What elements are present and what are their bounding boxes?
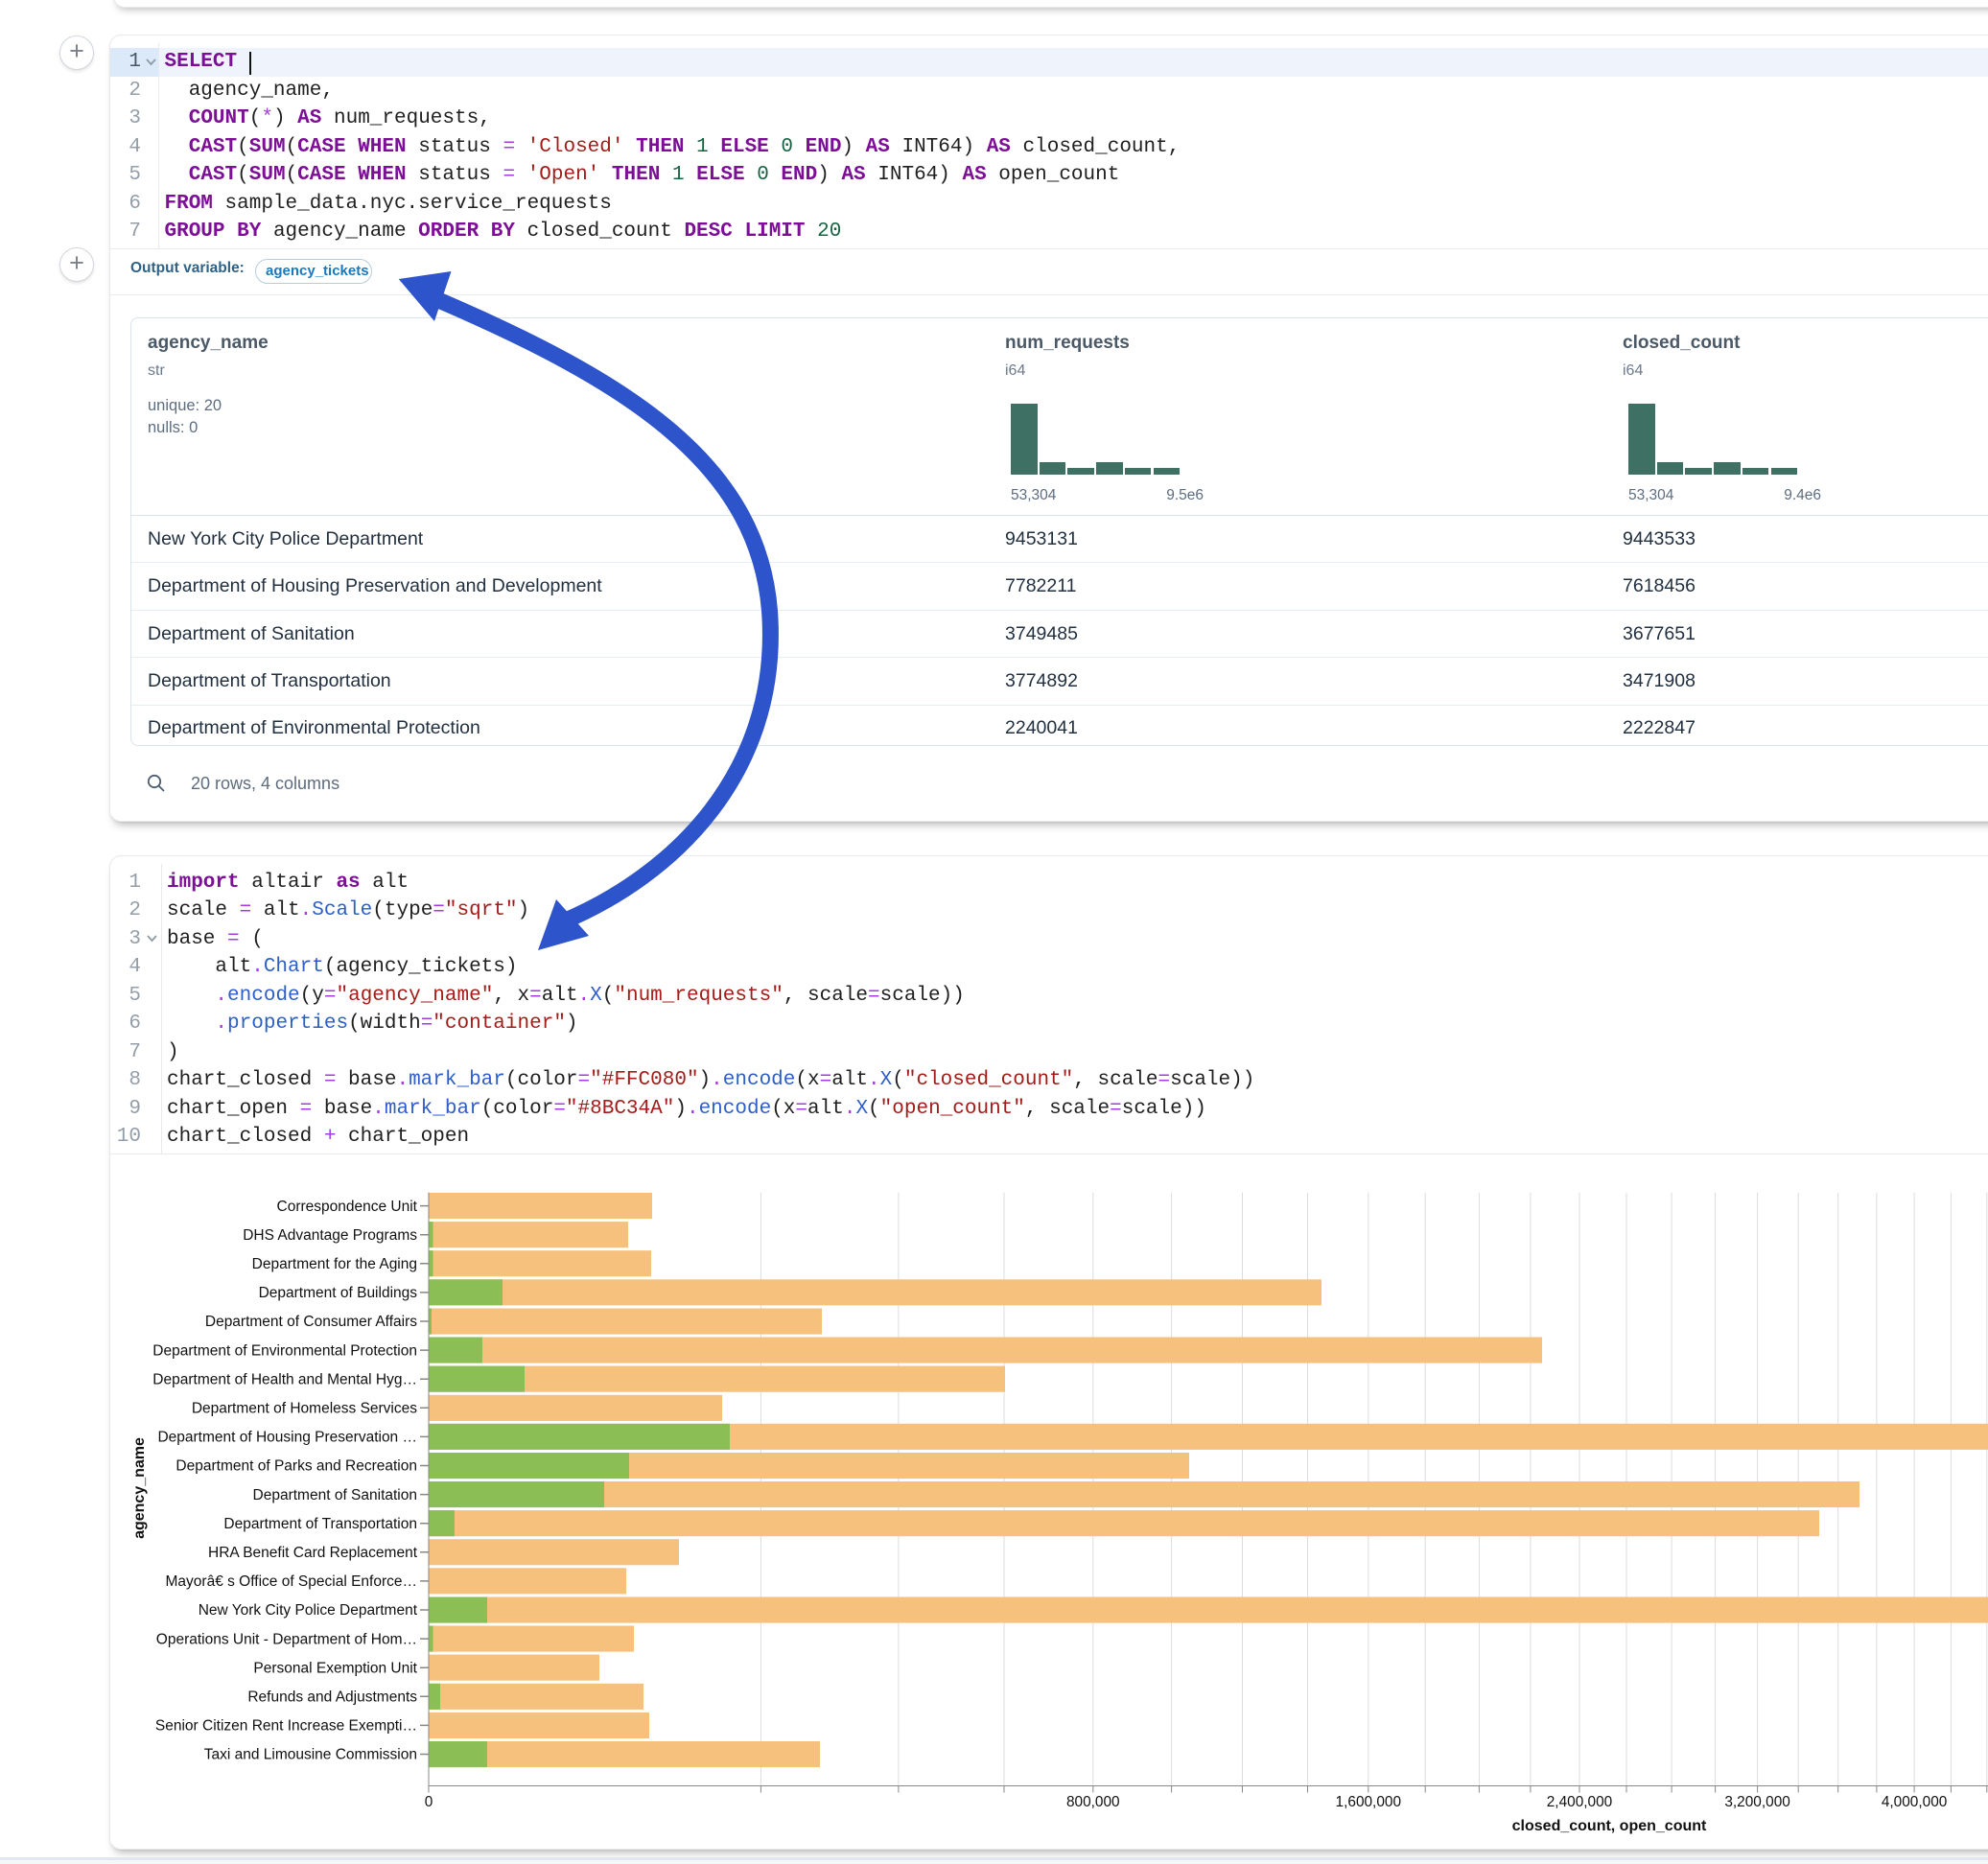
- svg-text:Department of Environmental Pr: Department of Environmental Protection: [152, 1342, 417, 1359]
- svg-text:Department of Housing Preserva: Department of Housing Preservation …: [157, 1430, 417, 1446]
- svg-text:Operations Unit - Department o: Operations Unit - Department of Hom…: [156, 1631, 417, 1647]
- svg-text:closed_count, open_count: closed_count, open_count: [1512, 1818, 1707, 1834]
- svg-text:Department of Consumer Affairs: Department of Consumer Affairs: [205, 1314, 417, 1330]
- svg-text:Personal Exemption Unit: Personal Exemption Unit: [253, 1660, 417, 1676]
- svg-text:Department of Health and Menta: Department of Health and Mental Hyg…: [152, 1371, 417, 1387]
- svg-text:Refunds and Adjustments: Refunds and Adjustments: [247, 1689, 417, 1706]
- svg-text:3,200,000: 3,200,000: [1724, 1794, 1789, 1810]
- svg-text:New York City Police Departmen: New York City Police Department: [199, 1602, 418, 1619]
- svg-text:1,600,000: 1,600,000: [1336, 1794, 1401, 1810]
- svg-text:0: 0: [425, 1794, 433, 1810]
- svg-text:800,000: 800,000: [1066, 1794, 1120, 1810]
- svg-text:HRA Benefit Card Replacement: HRA Benefit Card Replacement: [208, 1545, 418, 1561]
- svg-text:DHS Advantage Programs: DHS Advantage Programs: [243, 1227, 417, 1244]
- svg-text:2,400,000: 2,400,000: [1547, 1794, 1612, 1810]
- svg-text:agency_name: agency_name: [131, 1437, 148, 1539]
- svg-text:Taxi and Limousine Commission: Taxi and Limousine Commission: [204, 1747, 417, 1763]
- svg-text:Department for the Aging: Department for the Aging: [252, 1256, 417, 1272]
- svg-text:Department of Homeless Service: Department of Homeless Services: [192, 1401, 417, 1417]
- svg-text:4,000,000: 4,000,000: [1882, 1794, 1947, 1810]
- svg-text:Department of Sanitation: Department of Sanitation: [253, 1487, 417, 1503]
- svg-text:Senior Citizen Rent Increase E: Senior Citizen Rent Increase Exempti…: [155, 1718, 417, 1735]
- svg-text:Department of Parks and Recrea: Department of Parks and Recreation: [175, 1458, 417, 1475]
- svg-text:Mayorâ€ s Office of Special En: Mayorâ€ s Office of Special Enforce…: [166, 1573, 417, 1590]
- svg-text:Department of Buildings: Department of Buildings: [259, 1285, 418, 1301]
- svg-text:Correspondence Unit: Correspondence Unit: [277, 1199, 418, 1215]
- svg-text:Department of Transportation: Department of Transportation: [223, 1516, 417, 1532]
